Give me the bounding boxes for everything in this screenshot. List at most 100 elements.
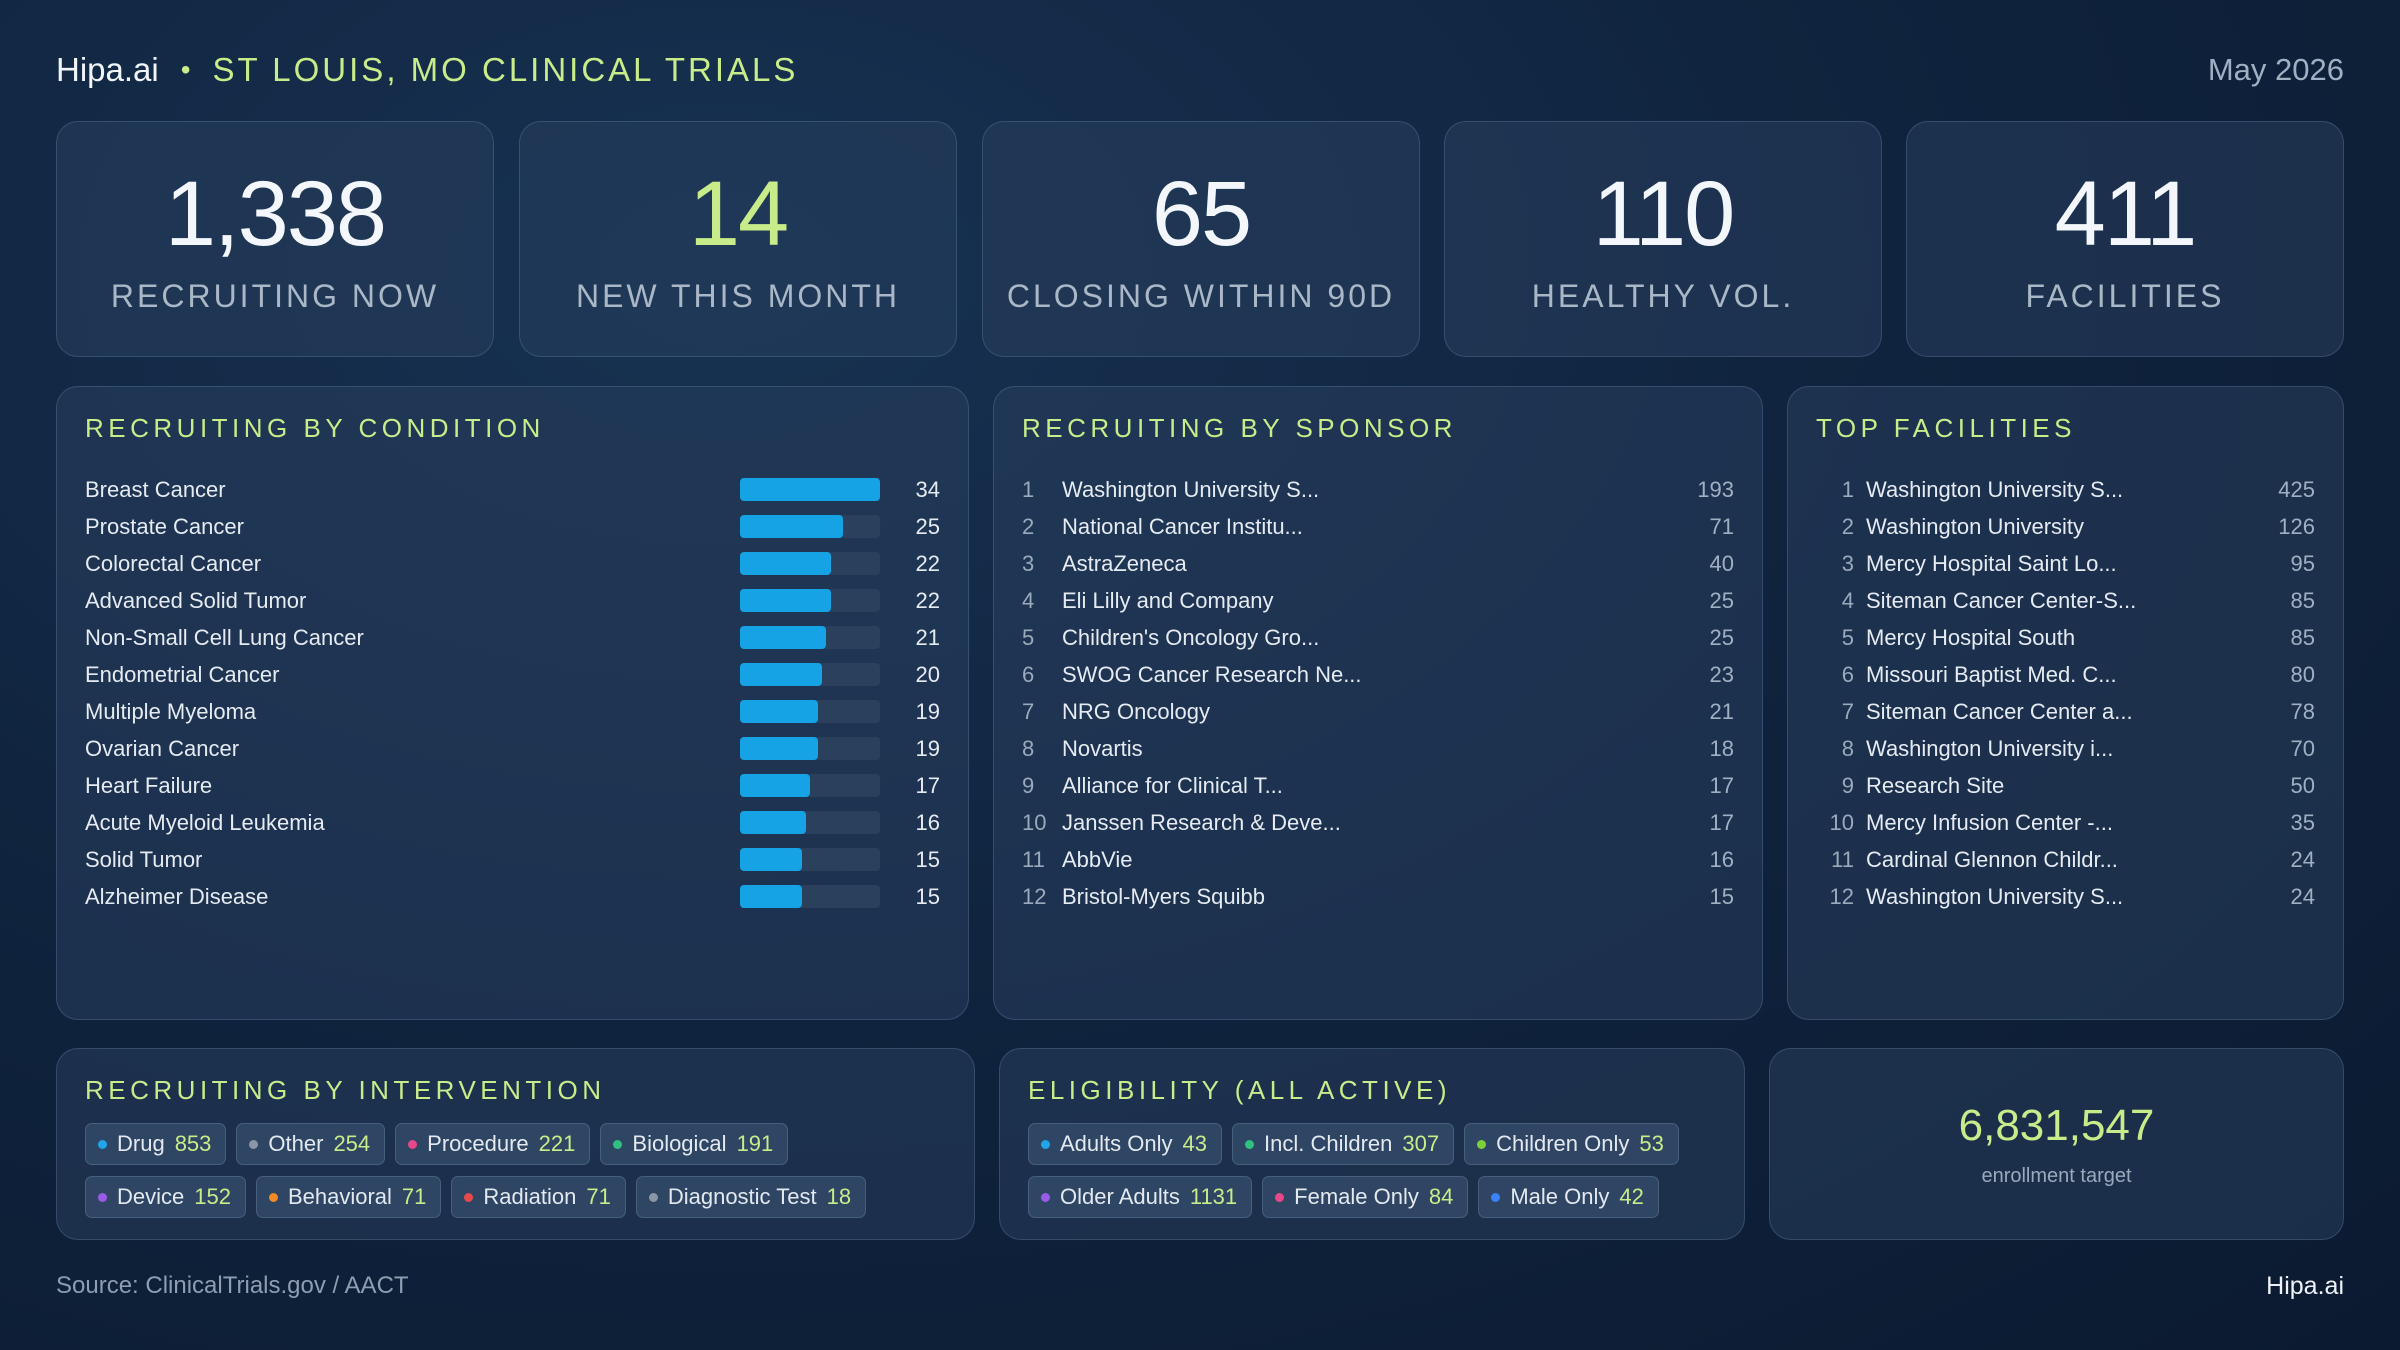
facility-row: 9 Research Site 50 (1816, 767, 2315, 804)
condition-row: Ovarian Cancer 19 (85, 730, 940, 767)
sponsor-row-name: SWOG Cancer Research Ne... (1062, 661, 1362, 687)
enrollment-panel: 6,831,547 enrollment target (1769, 1048, 2344, 1240)
condition-row: Acute Myeloid Leukemia 16 (85, 804, 940, 841)
sponsor-row: 12 Bristol-Myers Squibb 15 (1022, 878, 1734, 915)
color-dot-icon (1491, 1192, 1501, 1202)
color-dot-icon (613, 1139, 623, 1149)
sponsor-row-count: 23 (1709, 661, 1734, 687)
chip-count: 221 (538, 1131, 576, 1156)
facility-row: 6 Missouri Baptist Med. C... 80 (1816, 656, 2315, 693)
chip-label: Drug (117, 1131, 165, 1156)
condition-title: RECRUITING BY CONDITION (85, 413, 545, 443)
condition-count: 19 (915, 698, 940, 724)
condition-name: Solid Tumor (85, 846, 203, 872)
condition-count: 22 (915, 587, 940, 613)
sponsor-row-name: Alliance for Clinical T... (1062, 772, 1283, 798)
condition-panel: RECRUITING BY CONDITION Breast Cancer 34 P… (56, 386, 969, 1020)
sponsor-row: 5 Children's Oncology Gro... 25 (1022, 619, 1734, 656)
chip-count: 53 (1639, 1131, 1664, 1156)
rank-number: 3 (1841, 550, 1854, 576)
facility-row-name: Mercy Hospital South (1866, 624, 2076, 650)
chip-label: Older Adults (1060, 1184, 1180, 1209)
enrollment-value: 6,831,547 (1958, 1101, 2155, 1150)
eligibility-chips: Adults Only 43 Incl. Children 307 Children O… (1028, 1123, 1724, 1218)
kpi-label: FACILITIES (2025, 278, 2225, 314)
eligibility-panel: ELIGIBILITY (ALL ACTIVE) Adults Only 43 In… (999, 1048, 1745, 1240)
rank-number: 1 (1022, 476, 1035, 502)
color-dot-icon (1041, 1139, 1050, 1149)
facility-row-name: Washington University S... (1866, 476, 2124, 502)
kpi-card-facilities: 411 FACILITIES (1906, 121, 2344, 357)
rank-number: 12 (1829, 883, 1854, 909)
condition-bar-track (740, 589, 880, 612)
sponsor-title: RECRUITING BY SPONSOR (1022, 413, 1457, 443)
sponsor-row-name: National Cancer Institu... (1062, 513, 1303, 539)
sponsor-row-count: 15 (1709, 883, 1734, 909)
chip-label: Adults Only (1060, 1131, 1173, 1156)
condition-bar (740, 515, 843, 538)
facility-row-count: 126 (2278, 513, 2315, 539)
rank-number: 2 (1841, 513, 1854, 539)
facilities-panel: TOP FACILITIES 1 Washington University S.… (1787, 386, 2344, 1020)
rank-number: 10 (1022, 809, 1047, 835)
condition-count: 16 (915, 809, 940, 835)
facility-row: 11 Cardinal Glennon Childr... 24 (1816, 841, 2315, 878)
chip-label: Biological (632, 1131, 727, 1156)
condition-bar (740, 737, 819, 760)
sponsor-row-name: NRG Oncology (1062, 698, 1210, 724)
chip-count: 71 (401, 1184, 427, 1209)
condition-name: Non-Small Cell Lung Cancer (85, 624, 364, 650)
color-dot-icon (1477, 1139, 1487, 1149)
color-dot-icon (464, 1192, 474, 1202)
facility-row-count: 78 (2290, 698, 2315, 724)
color-dot-icon (408, 1139, 418, 1149)
condition-bar-track (740, 774, 880, 797)
color-dot-icon (1244, 1139, 1254, 1149)
condition-bar (740, 478, 880, 501)
sponsor-row-count: 25 (1709, 624, 1734, 650)
intervention-panel: RECRUITING BY INTERVENTION Drug 853 Other 2… (56, 1048, 975, 1240)
intervention-chips: Drug 853 Other 254 Procedure 221 Biological 191… (85, 1123, 954, 1218)
color-dot-icon (1041, 1192, 1050, 1202)
color-dot-icon (268, 1192, 278, 1202)
sponsor-row: 8 Novartis 18 (1022, 730, 1734, 767)
sponsor-row-count: 40 (1709, 550, 1734, 576)
condition-row: Prostate Cancer 25 (85, 508, 940, 545)
condition-row: Multiple Myeloma 19 (85, 693, 940, 730)
rank-number: 11 (1022, 846, 1045, 872)
sponsor-list: 1 Washington University S... 193 2 National … (1022, 471, 1734, 915)
condition-count: 15 (915, 883, 940, 909)
condition-row: Alzheimer Disease 15 (85, 878, 940, 915)
sponsor-row-count: 193 (1697, 476, 1734, 502)
rank-number: 3 (1022, 550, 1035, 576)
rank-number: 12 (1022, 883, 1047, 909)
condition-name: Colorectal Cancer (85, 550, 262, 576)
sponsor-row-count: 17 (1709, 809, 1734, 835)
kpi-card-healthy-vol: 110 HEALTHY VOL. (1444, 121, 1882, 357)
facility-row-count: 35 (2290, 809, 2315, 835)
rank-number: 7 (1022, 698, 1035, 724)
condition-bar-track (740, 700, 880, 723)
condition-bar (740, 663, 823, 686)
sponsor-row: 1 Washington University S... 193 (1022, 471, 1734, 508)
condition-count: 17 (915, 772, 940, 798)
chip-label: Incl. Children (1263, 1131, 1393, 1156)
eligibility-chip: Incl. Children 307 (1231, 1123, 1455, 1165)
rank-number: 5 (1022, 624, 1035, 650)
facility-row-name: Siteman Cancer Center a... (1866, 698, 2133, 724)
condition-row: Breast Cancer 34 (85, 471, 940, 508)
kpi-value: 411 (2054, 163, 2198, 265)
condition-bar (740, 848, 802, 871)
sponsor-row-name: Children's Oncology Gro... (1062, 624, 1320, 650)
facility-row: 7 Siteman Cancer Center a... 78 (1816, 693, 2315, 730)
condition-name: Prostate Cancer (85, 513, 244, 539)
kpi-card-closing-within-90d: 65 CLOSING WITHIN 90D (982, 121, 1420, 357)
chip-count: 43 (1182, 1131, 1207, 1156)
condition-row: Solid Tumor 15 (85, 841, 940, 878)
sponsor-row-name: AbbVie (1062, 846, 1133, 872)
condition-row: Non-Small Cell Lung Cancer 21 (85, 619, 940, 656)
eligibility-chip: Adults Only 43 (1028, 1123, 1222, 1165)
kpi-value: 65 (1151, 163, 1252, 265)
intervention-chip: Drug 853 (85, 1123, 227, 1165)
chip-label: Diagnostic Test (667, 1184, 817, 1209)
